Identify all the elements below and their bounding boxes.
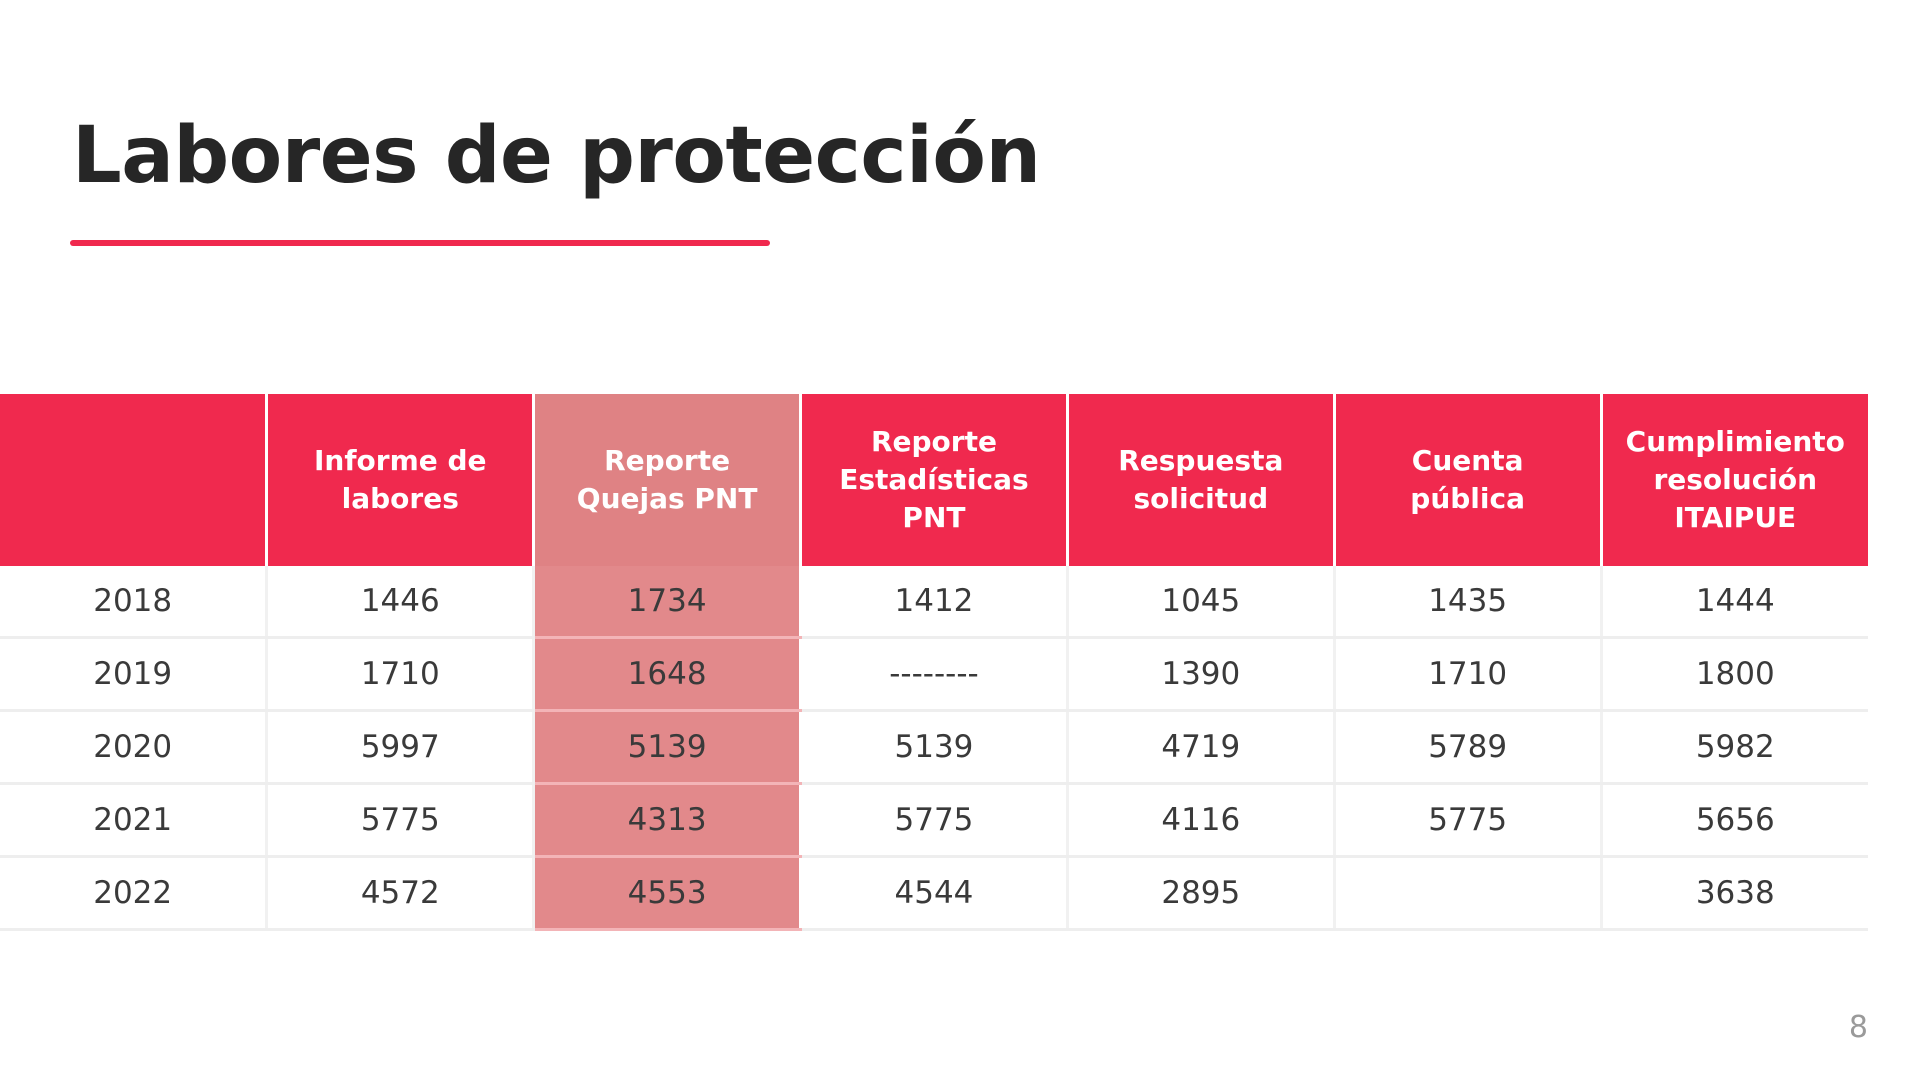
table-cell: 4553 — [532, 856, 803, 931]
table-cell: 2895 — [1067, 856, 1336, 931]
page-number: 8 — [1848, 1010, 1868, 1045]
table-cell: 5982 — [1601, 710, 1868, 785]
table-cell: 1412 — [800, 566, 1069, 639]
table-cell: 1710 — [266, 637, 536, 712]
table-cell — [1334, 856, 1603, 931]
table-cell: 1390 — [1067, 637, 1336, 712]
header-cell-empty — [0, 394, 269, 566]
table-cell: 1734 — [532, 566, 803, 639]
header-cell-cumplimiento-resolucion: Cumplimiento resolución ITAIPUE — [1601, 394, 1868, 566]
title-underline — [70, 240, 770, 246]
table-cell: 4313 — [532, 783, 803, 858]
table-cell: 5139 — [532, 710, 803, 785]
table-cell: 5656 — [1601, 783, 1868, 858]
year-cell: 2020 — [0, 710, 269, 785]
table-cell: 5775 — [266, 783, 536, 858]
table-header-row: Informe de labores Reporte Quejas PNT Re… — [0, 394, 1868, 566]
table-cell: 5997 — [266, 710, 536, 785]
table-row: 2021 5775 4313 5775 4116 5775 5656 — [0, 783, 1868, 858]
table-cell: 1444 — [1601, 566, 1868, 639]
header-cell-respuesta-solicitud: Respuesta solicitud — [1067, 394, 1336, 566]
table-row: 2019 1710 1648 -------- 1390 1710 1800 — [0, 637, 1868, 712]
table-cell: 3638 — [1601, 856, 1868, 931]
header-cell-reporte-quejas-pnt: Reporte Quejas PNT — [533, 394, 803, 566]
header-cell-cuenta-publica: Cuenta pública — [1334, 394, 1603, 566]
table-cell: 1435 — [1334, 566, 1603, 639]
year-cell: 2018 — [0, 566, 269, 639]
table-cell: -------- — [800, 637, 1069, 712]
data-table: Informe de labores Reporte Quejas PNT Re… — [0, 394, 1868, 931]
table-row: 2022 4572 4553 4544 2895 3638 — [0, 856, 1868, 931]
year-cell: 2021 — [0, 783, 269, 858]
table-row: 2018 1446 1734 1412 1045 1435 1444 — [0, 566, 1868, 639]
slide-title: Labores de protección — [72, 111, 1041, 201]
table-cell: 5139 — [800, 710, 1069, 785]
header-cell-reporte-estadisticas-pnt: Reporte Estadísticas PNT — [800, 394, 1069, 566]
table-cell: 4719 — [1067, 710, 1336, 785]
table-cell: 5775 — [800, 783, 1069, 858]
table-row: 2020 5997 5139 5139 4719 5789 5982 — [0, 710, 1868, 785]
year-cell: 2022 — [0, 856, 269, 931]
table-cell: 5789 — [1334, 710, 1603, 785]
table-cell: 4572 — [266, 856, 536, 931]
table-cell: 1800 — [1601, 637, 1868, 712]
table-cell: 1045 — [1067, 566, 1336, 639]
table-cell: 5775 — [1334, 783, 1603, 858]
table-cell: 4544 — [800, 856, 1069, 931]
year-cell: 2019 — [0, 637, 269, 712]
table-cell: 1648 — [532, 637, 803, 712]
table-cell: 4116 — [1067, 783, 1336, 858]
table-cell: 1446 — [266, 566, 536, 639]
table-cell: 1710 — [1334, 637, 1603, 712]
header-cell-informe-de-labores: Informe de labores — [266, 394, 536, 566]
